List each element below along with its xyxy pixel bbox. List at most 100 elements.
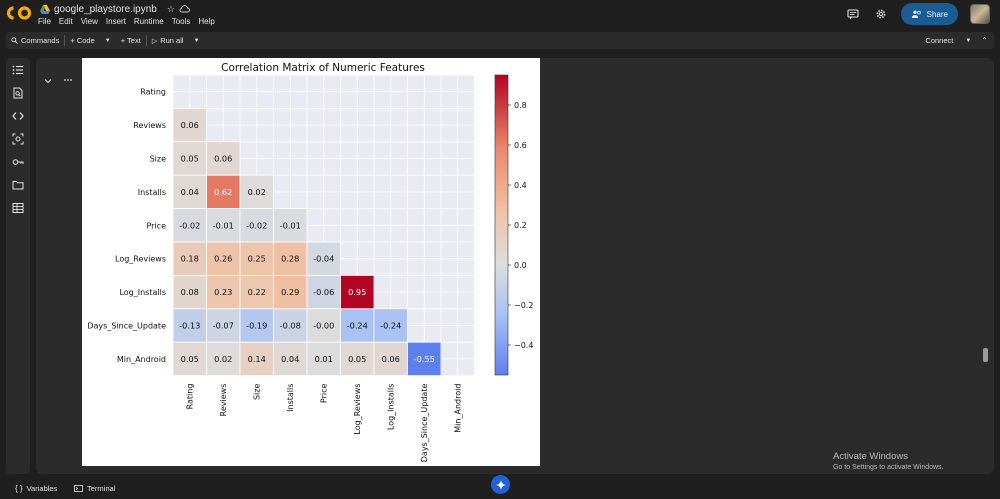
add-cell-menu-button[interactable]: ▼: [100, 32, 116, 49]
colab-logo-icon[interactable]: [6, 5, 32, 21]
files-folder-icon[interactable]: [12, 179, 24, 191]
heatmap-cell: [306, 241, 341, 276]
connect-button[interactable]: Connect: [925, 36, 954, 45]
more-options-icon[interactable]: [63, 76, 73, 84]
user-avatar[interactable]: [970, 4, 990, 24]
gemini-button[interactable]: [491, 475, 510, 494]
cell-output: Correlation Matrix of Numeric Features 0…: [82, 58, 540, 466]
run-menu-button[interactable]: ▼: [189, 32, 205, 49]
vertical-scrollbar[interactable]: [983, 348, 988, 362]
people-icon: [911, 10, 921, 18]
share-button[interactable]: Share: [900, 3, 958, 25]
column-label: Size: [253, 384, 262, 401]
heatmap-cell: [407, 341, 442, 377]
menu-tools[interactable]: Tools: [171, 17, 191, 26]
heatmap-cell-value: 0.25: [248, 254, 266, 264]
menu-view[interactable]: View: [80, 17, 98, 26]
add-code-button[interactable]: + Code: [65, 32, 99, 49]
heatmap-cell: [239, 341, 274, 377]
heatmap-cell: [373, 308, 408, 343]
row-label: Size: [150, 155, 167, 164]
colorbar-tick-label: 0.4: [514, 181, 527, 190]
heatmap-cell: [239, 241, 274, 276]
run-all-label: Run all: [160, 36, 184, 45]
menu-edit[interactable]: Edit: [58, 17, 73, 26]
row-label: Days_Since_Update: [87, 322, 166, 331]
menu-file[interactable]: File: [38, 17, 51, 26]
table-of-contents-icon[interactable]: [12, 64, 24, 76]
comments-icon[interactable]: [845, 6, 861, 22]
terminal-label: Terminal: [87, 484, 116, 493]
heatmap-cell-value: -0.07: [213, 321, 234, 331]
heatmap-cell: [239, 174, 274, 209]
menu-insert[interactable]: Insert: [105, 17, 126, 26]
variables-icon: { }: [15, 484, 23, 493]
correlation-heatmap: Correlation Matrix of Numeric Features 0…: [87, 62, 533, 463]
search-icon: [11, 37, 18, 44]
collapse-toolbar-icon[interactable]: ⌃: [981, 36, 988, 45]
row-label: Min_Android: [117, 355, 166, 364]
toolbar-divider: [145, 35, 147, 46]
heatmap-cell-value: 0.05: [181, 354, 199, 364]
find-icon[interactable]: [12, 87, 24, 99]
menu-runtime[interactable]: Runtime: [133, 17, 164, 26]
heatmap-cell: [340, 274, 375, 310]
heatmap-cell-value: 0.02: [214, 354, 232, 364]
settings-gear-icon[interactable]: [873, 6, 889, 22]
commands-button[interactable]: Commands: [6, 32, 64, 49]
colorbar-tick-label: −0.2: [514, 301, 533, 310]
data-table-icon[interactable]: [12, 202, 24, 214]
row-label: Reviews: [133, 121, 166, 130]
heatmap-cell-value: -0.19: [246, 321, 267, 331]
add-code-label: + Code: [70, 36, 95, 45]
chevron-down-icon[interactable]: [43, 76, 53, 86]
run-all-button[interactable]: ▷ Run all: [147, 32, 189, 49]
colorbar-tick-label: 0.0: [514, 261, 527, 270]
heatmap-cell: [172, 208, 207, 243]
notebook-title-row: google_playstore.ipynb ☆: [40, 2, 190, 16]
column-label: Reviews: [219, 384, 228, 417]
colorbar-tick-label: 0.2: [514, 221, 527, 230]
heatmap-cell: [239, 308, 274, 343]
cloud-saved-icon: [179, 5, 190, 13]
terminal-button[interactable]: Terminal: [74, 484, 115, 493]
notebook-title[interactable]: google_playstore.ipynb: [54, 3, 157, 15]
heatmap-cell-value: 0.18: [181, 254, 199, 264]
heatmap-cell-value: 0.04: [281, 354, 299, 364]
heatmap-cell: [273, 208, 308, 243]
heatmap-cell: [172, 174, 207, 209]
colorbar-tick-label: 0.6: [514, 141, 527, 150]
heatmap-cell: [206, 274, 241, 310]
variables-inspector-icon[interactable]: [12, 133, 24, 145]
code-snippets-icon[interactable]: [12, 110, 24, 122]
watermark-title: Activate Windows: [833, 451, 908, 462]
secrets-key-icon[interactable]: [12, 156, 24, 168]
variables-button[interactable]: { } Variables: [15, 484, 57, 493]
star-icon[interactable]: ☆: [166, 3, 175, 14]
heatmap-cell-value: -0.04: [313, 254, 334, 264]
heatmap-cell: [172, 341, 207, 377]
heatmap-cell-value: -0.01: [213, 220, 234, 230]
connect-dropdown-icon[interactable]: ▼: [965, 37, 972, 44]
row-label: Log_Installs: [119, 288, 166, 297]
heatmap-column-labels: Rating Reviews Size Installs Price Log_Review…: [186, 384, 463, 463]
top-right-actions: Share: [845, 3, 990, 25]
heatmap-cell-value: -0.02: [179, 220, 200, 230]
row-label: Rating: [140, 88, 166, 97]
colorbar-tick-label: 0.8: [514, 101, 527, 110]
heatmap-cell-value: -0.13: [179, 321, 200, 331]
row-label: Log_Reviews: [115, 255, 166, 264]
heatmap-cell: [172, 141, 207, 176]
heatmap-cell-value: 0.29: [281, 287, 299, 297]
heatmap-cell-value: -0.24: [347, 321, 368, 331]
heatmap-cell-value: -0.24: [380, 321, 401, 331]
left-sidebar: [6, 58, 30, 474]
menu-help[interactable]: Help: [198, 17, 215, 26]
heatmap-cell-value: -0.06: [313, 287, 334, 297]
heatmap-cell: [273, 341, 308, 377]
google-drive-icon: [40, 4, 50, 14]
row-label: Price: [146, 221, 166, 230]
add-text-button[interactable]: + Text: [116, 32, 146, 49]
heatmap-cell-value: 0.04: [181, 187, 199, 197]
heatmap-cell-value: 0.02: [248, 187, 266, 197]
